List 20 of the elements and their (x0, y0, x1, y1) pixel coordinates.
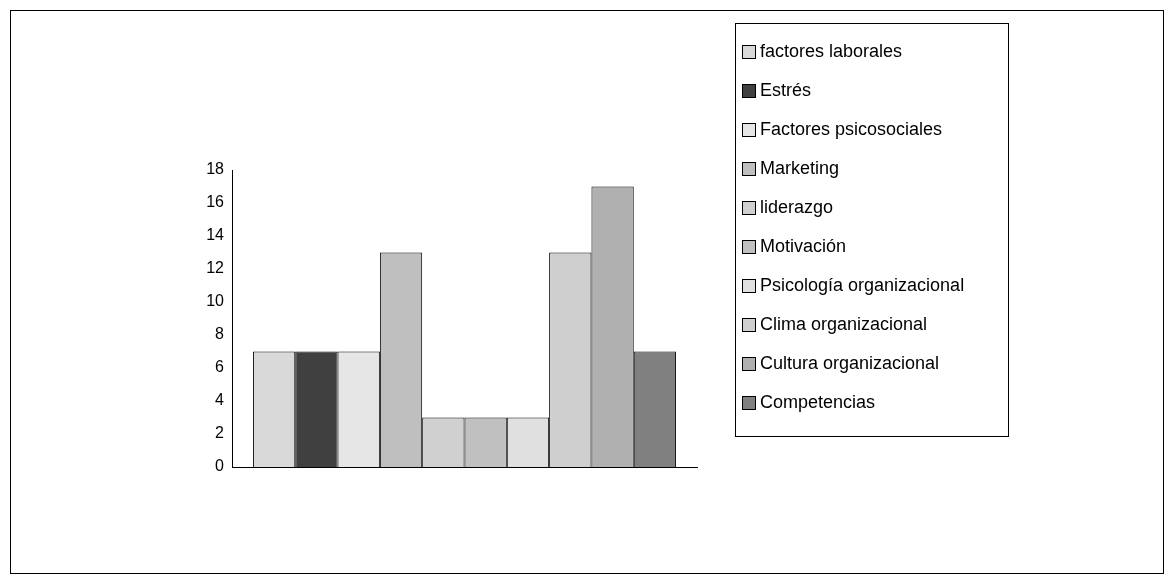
y-tick-label: 8 (215, 325, 225, 343)
legend-label: Factores psicosociales (760, 119, 943, 140)
y-tick-label: 6 (215, 358, 225, 376)
y-tick-label: 2 (215, 424, 225, 442)
legend-label: Estrés (760, 80, 812, 101)
legend-label: factores laborales (760, 41, 903, 62)
legend-label: Competencias (760, 392, 876, 413)
legend-label: Clima organizacional (760, 314, 928, 335)
y-tick-label: 4 (215, 391, 225, 409)
legend-label: liderazgo (760, 197, 834, 218)
y-tick-label: 18 (206, 160, 225, 178)
legend-label: Marketing (760, 158, 840, 179)
legend-label: Psicología organizacional (760, 275, 965, 296)
y-tick-label: 16 (206, 193, 225, 211)
y-tick-label: 14 (206, 226, 225, 244)
legend-label: Motivación (760, 236, 847, 257)
legend-label: Cultura organizacional (760, 353, 940, 374)
y-tick-label: 10 (206, 292, 225, 310)
y-tick-label: 0 (215, 457, 225, 475)
y-tick-label: 12 (206, 259, 225, 277)
